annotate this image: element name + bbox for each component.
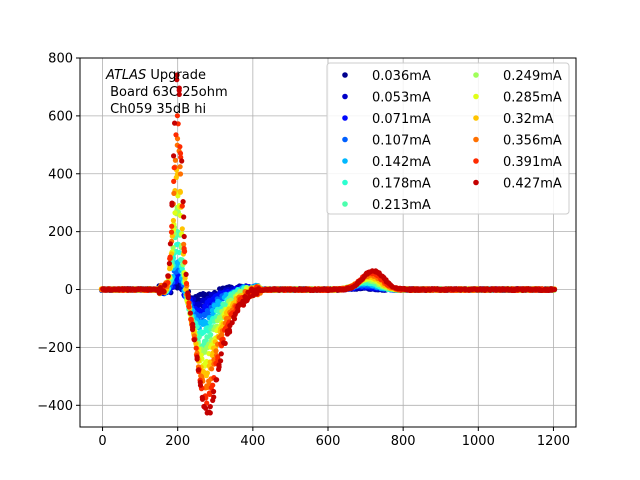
data-point (213, 348, 219, 354)
data-point (193, 345, 199, 351)
data-point (171, 153, 177, 159)
data-point (170, 217, 176, 224)
data-point (229, 320, 235, 326)
data-point (235, 308, 241, 314)
data-point (179, 226, 185, 232)
data-point (179, 158, 185, 164)
data-point (176, 85, 182, 91)
data-point (161, 288, 167, 294)
data-point (211, 394, 217, 400)
data-point (190, 324, 196, 330)
data-point (173, 132, 179, 138)
data-point (170, 245, 176, 251)
data-point (182, 259, 188, 265)
data-point (186, 300, 192, 306)
data-point (208, 332, 214, 338)
data-point (174, 72, 180, 78)
data-point (174, 77, 180, 83)
data-point (219, 332, 225, 338)
data-point (199, 396, 206, 402)
data-point (180, 199, 186, 205)
data-point (203, 405, 209, 411)
data-point (186, 304, 192, 310)
data-point (207, 391, 213, 397)
data-point (203, 337, 209, 343)
data-point (191, 337, 197, 343)
data-point (182, 248, 188, 254)
data-point (177, 144, 183, 150)
data-point (187, 310, 193, 316)
data-point (197, 382, 204, 388)
data-point (218, 351, 224, 357)
data-point (209, 366, 215, 372)
data-point (185, 295, 191, 301)
data-point (216, 364, 222, 370)
data-point (162, 282, 168, 288)
data-point (210, 382, 216, 388)
data-point (211, 357, 217, 363)
data-point (169, 223, 175, 229)
data-point (195, 367, 201, 373)
data-point (177, 189, 183, 195)
data-point (172, 120, 178, 126)
data-point (211, 388, 217, 395)
data-point (188, 316, 194, 323)
data-point (167, 241, 173, 247)
data-point (226, 327, 232, 333)
data-point (177, 171, 184, 177)
data-point (169, 200, 175, 206)
data-point (245, 289, 251, 295)
data-point (168, 229, 175, 235)
data-point (176, 249, 182, 256)
data-point (179, 203, 185, 209)
data-point (231, 316, 238, 322)
data-point (196, 334, 202, 340)
data-point (207, 404, 213, 410)
data-point (183, 271, 189, 277)
data-point (172, 210, 178, 216)
data-point (165, 273, 171, 279)
data-point (172, 157, 178, 163)
data-point (166, 260, 172, 267)
data-point (181, 241, 187, 247)
series-0.427mA (100, 72, 558, 416)
data-point (171, 178, 177, 184)
data-point (171, 190, 177, 196)
data-point (204, 370, 210, 376)
data-point (183, 280, 190, 287)
data-point (218, 358, 224, 364)
data-point (167, 254, 173, 260)
data-point (177, 150, 184, 156)
data-point (174, 113, 180, 119)
data-point (222, 340, 228, 346)
data-point (214, 377, 220, 383)
data-point (171, 165, 177, 171)
data-point (194, 356, 200, 362)
data-point (185, 290, 191, 296)
data-point (181, 214, 187, 220)
data-point (207, 410, 213, 416)
data-point (181, 233, 187, 240)
data-points (98, 72, 558, 416)
data-point (169, 233, 175, 239)
data-point (202, 349, 208, 355)
data-point (176, 91, 182, 97)
data-point (177, 164, 183, 170)
